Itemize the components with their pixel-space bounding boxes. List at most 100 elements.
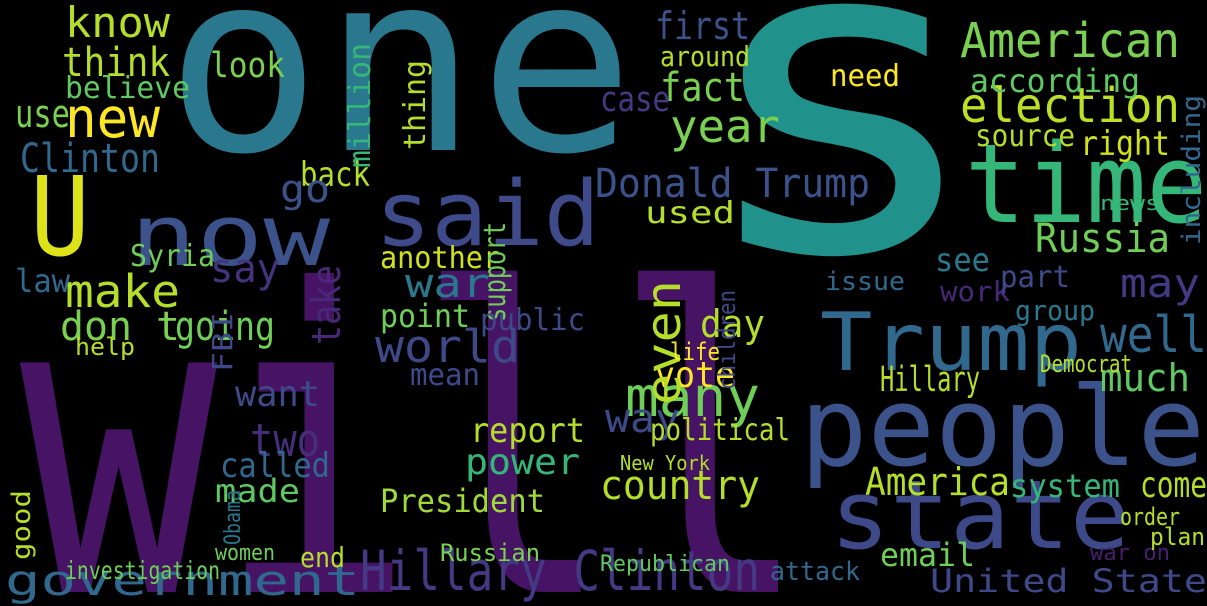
word: FBI (206, 312, 239, 372)
word: made (215, 472, 300, 510)
word: two (250, 414, 320, 467)
word: use (15, 92, 70, 136)
word: email (880, 536, 975, 574)
word: well (1100, 306, 1207, 364)
word: said (375, 162, 600, 267)
word: even (636, 280, 692, 405)
word: plan (1150, 523, 1205, 551)
word: way (605, 396, 680, 442)
word: Russian (440, 539, 540, 567)
word: New York (620, 451, 710, 475)
word: support (478, 222, 513, 322)
word: make (65, 265, 180, 318)
word: Donald Trump (595, 161, 870, 207)
word: know (65, 0, 171, 47)
word: year (670, 100, 780, 153)
word: U (30, 153, 90, 281)
word: issue (825, 267, 905, 297)
word: election (960, 78, 1180, 134)
word: system (1010, 467, 1120, 505)
word: come (1140, 465, 1207, 506)
word: report (470, 411, 585, 451)
word: now (130, 187, 331, 286)
word: war (405, 261, 490, 307)
word: war on (1090, 541, 1170, 566)
word: see (935, 241, 990, 279)
word: people (800, 363, 1205, 491)
word: back (300, 155, 370, 195)
word: power (465, 442, 580, 483)
word: much (1100, 356, 1190, 400)
word: new (65, 86, 161, 150)
word: public (480, 303, 585, 338)
word: say (210, 246, 280, 292)
word: part (1000, 260, 1070, 295)
word: thing (398, 60, 433, 150)
word: case (600, 80, 670, 120)
word: Republican (600, 552, 730, 577)
word: used (645, 196, 735, 231)
word: United State (930, 562, 1207, 600)
word: help (75, 333, 135, 361)
word: don t (60, 304, 180, 350)
word: need (830, 59, 900, 94)
word: called (220, 446, 330, 486)
word: right (1080, 124, 1170, 164)
word: mean (410, 358, 480, 393)
word: end (300, 541, 345, 574)
word: going (175, 304, 275, 350)
word: President (380, 482, 545, 520)
word: believe (65, 71, 190, 106)
word: life (670, 338, 720, 366)
word: vote (655, 355, 735, 396)
word: Obama (221, 490, 246, 545)
word: take (304, 265, 350, 345)
word: attack (770, 557, 860, 587)
word: investigation (65, 556, 220, 585)
word: Trump (820, 296, 1082, 389)
word: state (830, 461, 1130, 571)
word: many (625, 365, 760, 429)
word: law (15, 262, 71, 300)
word: work (940, 275, 1010, 308)
word: American (960, 13, 1180, 69)
word: women (215, 541, 275, 566)
word: fact (660, 65, 745, 111)
word: political (650, 413, 790, 448)
word: think (62, 40, 170, 86)
word: point (380, 297, 470, 335)
word: Clinton (20, 136, 160, 182)
word: according (970, 62, 1140, 100)
word: another (380, 241, 500, 276)
word: news (1100, 191, 1160, 215)
word: go (280, 167, 330, 211)
word: want (235, 374, 320, 415)
word: first (655, 4, 750, 48)
word: million (343, 43, 378, 168)
word: s (690, 0, 990, 354)
word: Hillary Clinton (360, 539, 760, 603)
word: country (600, 463, 760, 509)
word: America (865, 460, 1010, 504)
word: Democrat (1040, 350, 1132, 378)
word: government (5, 556, 360, 605)
word: Russia (1035, 216, 1170, 262)
word: time (965, 120, 1207, 248)
word: may (1120, 261, 1200, 307)
word: world (375, 320, 520, 373)
word: including (1177, 95, 1207, 245)
word: children (713, 290, 741, 390)
word: order (1120, 503, 1180, 531)
word: source (975, 119, 1075, 154)
word: look (210, 46, 285, 86)
word: Hillary (880, 360, 980, 400)
word: good (7, 490, 37, 560)
word: day (700, 302, 765, 346)
word: one (165, 0, 635, 209)
word: group (1015, 294, 1095, 327)
word: Syria (130, 239, 215, 274)
word: will (20, 203, 810, 606)
